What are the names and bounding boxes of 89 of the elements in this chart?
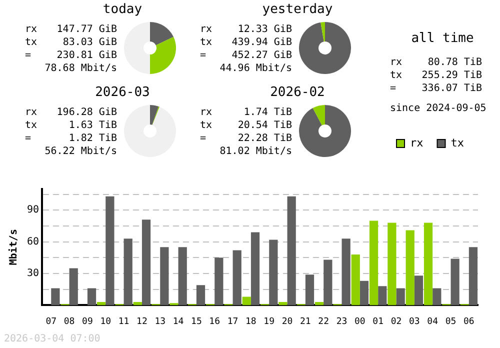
text: rx 147.77 GiB xyxy=(25,24,117,35)
bar xyxy=(424,222,433,306)
text: since 2024-09-05 xyxy=(390,102,486,115)
text: 44.96 Mbit/s xyxy=(218,62,292,75)
bar xyxy=(178,247,187,306)
x-tick-label: 19 xyxy=(264,316,275,327)
y-tick-label: 60 xyxy=(26,236,40,248)
text: 56.22 Mbit/s xyxy=(44,145,117,158)
x-tick-label: 01 xyxy=(372,316,384,327)
chart-title: 2026-03 xyxy=(94,85,151,100)
x-tick-label: 10 xyxy=(100,316,112,327)
x-tick-label: 09 xyxy=(82,316,93,327)
x-tick-label: 16 xyxy=(209,316,220,327)
legend-label: tx xyxy=(450,136,464,150)
text: = 336.07 TiB xyxy=(390,83,482,94)
x-tick-label: 21 xyxy=(300,316,311,327)
bar xyxy=(69,268,78,306)
bar xyxy=(351,254,360,306)
bar xyxy=(160,247,169,306)
bar xyxy=(250,232,260,306)
bar xyxy=(232,250,242,306)
bar xyxy=(414,276,424,306)
x-tick-label: 17 xyxy=(227,316,238,327)
bar xyxy=(406,230,414,306)
bar xyxy=(468,247,478,306)
x-tick-label: 06 xyxy=(463,316,474,327)
x-tick-label: 12 xyxy=(136,316,148,327)
bar xyxy=(324,260,332,306)
y-tick-label: 30 xyxy=(26,268,40,280)
bar xyxy=(196,285,206,306)
bar xyxy=(432,288,442,306)
y-tick-label: 90 xyxy=(26,204,40,216)
x-tick-label: 13 xyxy=(154,316,166,327)
x-tick-label: 14 xyxy=(172,316,184,327)
bar xyxy=(133,302,142,306)
text: tx 83.03 GiB xyxy=(25,37,117,48)
bar xyxy=(96,302,106,306)
bar xyxy=(314,302,324,306)
bar xyxy=(388,222,396,306)
text: all time xyxy=(410,31,475,46)
text: 78.68 Mbit/s xyxy=(44,62,117,75)
x-tick-label: 08 xyxy=(64,316,75,327)
bar xyxy=(106,196,114,306)
x-tick-label: 03 xyxy=(409,316,420,327)
text: 81.02 Mbit/s xyxy=(218,145,292,158)
bar xyxy=(124,238,132,306)
text: rx 12.33 GiB xyxy=(200,24,292,35)
bar xyxy=(305,274,314,306)
bar xyxy=(278,302,288,306)
text: = 1.82 TiB xyxy=(25,133,117,144)
chart-title: 2026-02 xyxy=(270,85,325,100)
text: tx 1.63 TiB xyxy=(25,120,117,131)
x-tick-label: 23 xyxy=(336,316,348,327)
bar xyxy=(242,296,251,306)
chart-title: yesterday xyxy=(261,2,334,17)
x-tick-label: 02 xyxy=(390,316,402,327)
text: rx 196.28 GiB xyxy=(25,107,117,118)
text: tx 255.29 TiB xyxy=(390,70,482,81)
x-tick-label: 15 xyxy=(191,316,202,327)
text: = 452.27 GiB xyxy=(200,50,292,61)
legend-label: rx xyxy=(410,136,424,150)
x-tick-label: 18 xyxy=(246,316,256,327)
bar xyxy=(360,280,369,306)
x-tick-label: 05 xyxy=(445,316,456,327)
y-axis-title: Mbit/s xyxy=(8,229,20,266)
bar xyxy=(287,196,296,306)
bar xyxy=(378,286,387,306)
bar xyxy=(87,288,96,306)
bar xyxy=(214,258,224,306)
text: = 230.81 GiB xyxy=(25,50,117,61)
text: = 22.28 TiB xyxy=(200,133,292,144)
bar xyxy=(396,288,405,306)
text: tx 20.54 TiB xyxy=(200,120,292,131)
x-tick-label: 20 xyxy=(282,316,293,327)
text: rx 80.78 TiB xyxy=(390,57,482,68)
bar xyxy=(369,220,378,306)
bar xyxy=(269,240,278,306)
bar xyxy=(342,238,350,306)
x-tick-label: 04 xyxy=(427,316,438,327)
x-tick-label: 00 xyxy=(354,316,366,327)
chart-title: today xyxy=(102,2,144,17)
text: tx 439.94 GiB xyxy=(200,37,292,48)
text: rx 1.74 TiB xyxy=(200,107,292,118)
x-tick-label: 11 xyxy=(118,316,130,327)
bar xyxy=(51,288,60,306)
bar xyxy=(450,258,460,306)
x-tick-label: 22 xyxy=(318,316,330,327)
x-tick-label: 07 xyxy=(46,316,57,327)
bar xyxy=(142,220,151,306)
